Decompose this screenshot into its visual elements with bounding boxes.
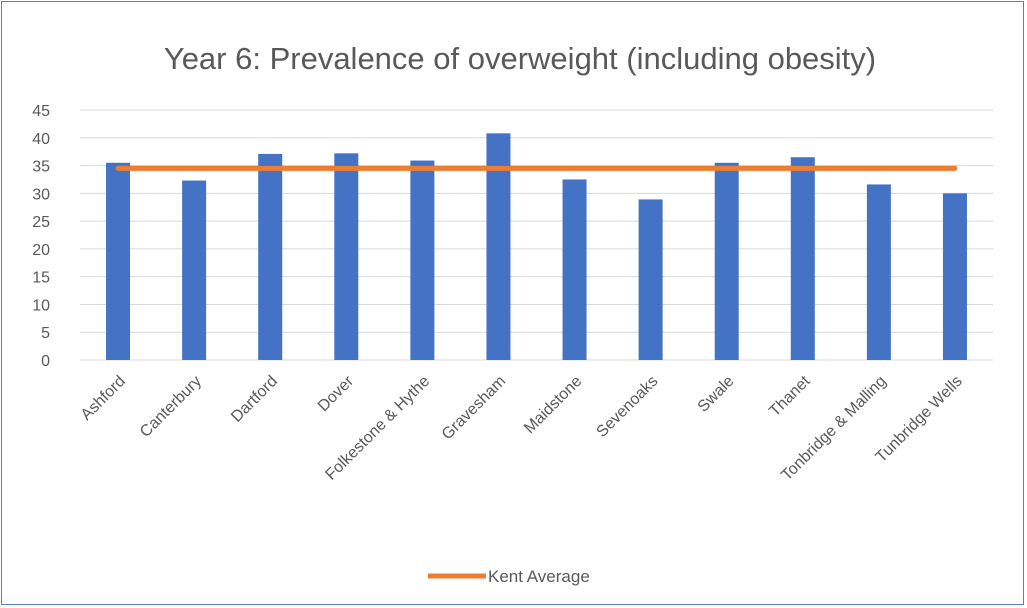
y-tick-label: 30 xyxy=(32,186,50,203)
x-axis-ticks: Ashford Canterbury Dartford DoverFolkestone… xyxy=(78,372,966,484)
x-tick-label: Canterbury xyxy=(137,373,205,441)
bar-sevenoaks xyxy=(638,199,663,360)
bar-tunbridge-wells xyxy=(942,193,967,360)
x-tick-label: Sevenoaks xyxy=(593,373,661,441)
y-tick-label: 25 xyxy=(32,214,50,231)
y-tick-label: 15 xyxy=(32,270,50,287)
y-tick-label: 10 xyxy=(32,297,50,314)
y-tick-label: 0 xyxy=(41,353,50,370)
legend: Kent Average xyxy=(428,567,590,586)
x-tick-label: Ashford xyxy=(78,373,129,424)
y-tick-label: 20 xyxy=(32,242,50,259)
legend-label-kent-average: Kent Average xyxy=(488,567,590,586)
bar-series xyxy=(106,133,967,360)
x-tick-label: Gravesham xyxy=(439,373,510,444)
chart-title: Year 6: Prevalence of overweight (includ… xyxy=(164,41,876,76)
x-tick-label: Thanet xyxy=(766,372,814,420)
x-tick-label: Swale xyxy=(695,373,738,416)
gridlines xyxy=(80,109,993,361)
bar-dartford xyxy=(258,153,283,360)
x-tick-label: Maidstone xyxy=(521,373,585,437)
y-tick-label: 45 xyxy=(32,103,50,120)
y-tick-label: 35 xyxy=(32,159,50,176)
bar-folkestone-hythe xyxy=(410,160,435,360)
bar-maidstone xyxy=(562,179,587,360)
y-tick-label: 40 xyxy=(32,131,50,148)
bar-dover xyxy=(334,153,359,360)
bar-canterbury xyxy=(182,180,207,360)
bar-thanet xyxy=(790,157,815,360)
y-tick-label: 5 xyxy=(41,325,50,342)
x-tick-label: Dartford xyxy=(228,373,281,426)
y-axis-ticks: 0 5 10 15 20 25 30 35 40 45 xyxy=(32,103,50,370)
x-tick-label: Dover xyxy=(315,372,358,415)
bar-tonbridge-malling xyxy=(866,184,891,360)
bar-ashford xyxy=(106,162,131,360)
bar-swale xyxy=(714,162,739,360)
bar-gravesham xyxy=(486,133,511,360)
